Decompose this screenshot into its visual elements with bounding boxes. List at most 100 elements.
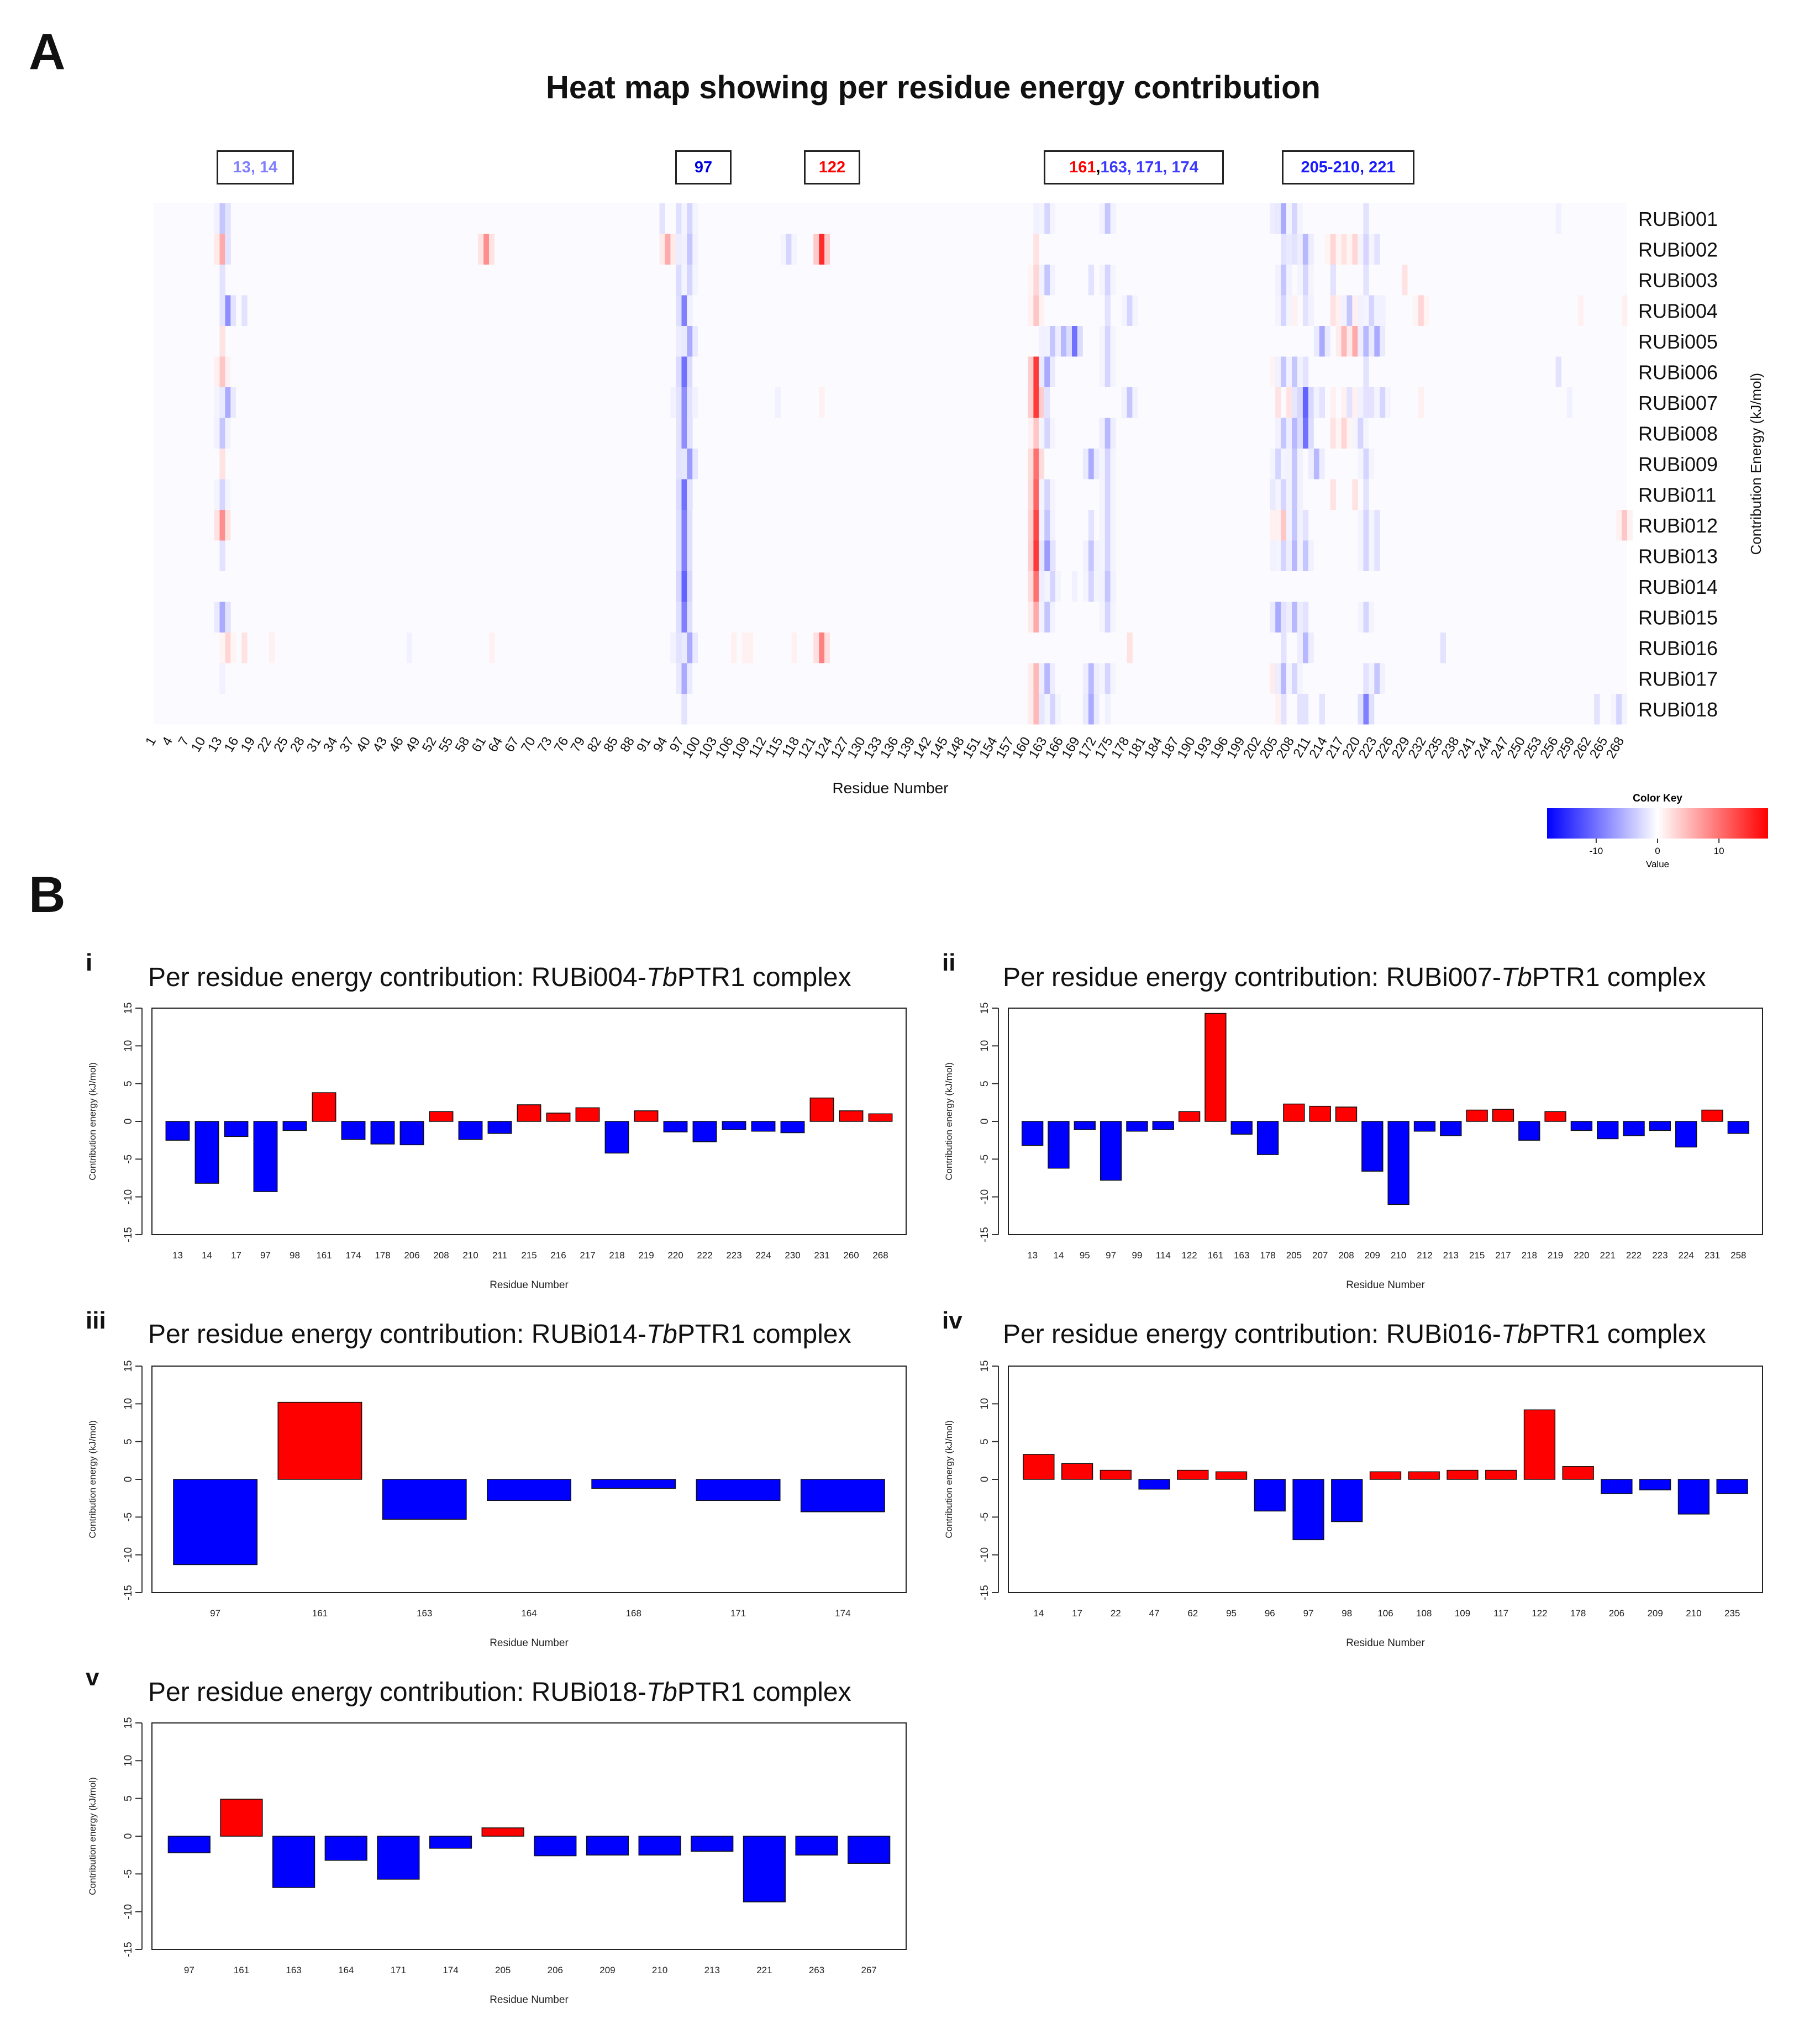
x-tick-label: 14: [202, 1250, 212, 1261]
heatmap-cell: [1071, 571, 1078, 602]
x-tick-label: 210: [462, 1250, 478, 1261]
heatmap-cell: [1281, 265, 1287, 296]
heatmap-cell-halo: [1616, 510, 1622, 541]
heatmap-cell: [819, 234, 825, 265]
heatmap-cell-halo: [1028, 540, 1034, 571]
heatmap-cell: [1297, 694, 1303, 725]
y-tick-label: -5: [979, 1512, 991, 1522]
heatmap-cell: [1363, 203, 1369, 234]
heatmap-cell: [1341, 326, 1347, 357]
heatmap-row-label: RUBi016: [1638, 637, 1718, 660]
heatmap-x-tick-label: 10: [188, 735, 209, 755]
heatmap-cell-halo: [1077, 326, 1083, 357]
heatmap-cell-halo: [813, 234, 819, 265]
heatmap-cell-halo: [1050, 510, 1056, 541]
heatmap-cell-halo: [676, 540, 682, 571]
heatmap-cell-halo: [1297, 510, 1303, 541]
heatmap-cell-halo: [1275, 295, 1281, 326]
bar: [1485, 1469, 1517, 1480]
heatmap-x-axis-label: Residue Number: [832, 779, 948, 797]
heatmap-cell-halo: [214, 203, 220, 234]
heatmap-cell-halo: [1039, 418, 1045, 449]
heatmap-cell-halo: [1358, 540, 1364, 571]
heatmap-cell: [1363, 694, 1369, 725]
heatmap-cell: [1358, 418, 1364, 449]
heatmap-cell-halo: [1369, 234, 1375, 265]
heatmap-cell: [1281, 510, 1287, 541]
heatmap-row-bg: [154, 510, 1627, 541]
heatmap-cell: [1033, 510, 1039, 541]
heatmap-cell-halo: [1099, 326, 1105, 357]
heatmap-cell-halo: [1099, 449, 1105, 479]
heatmap-cell-halo: [1297, 356, 1303, 387]
bar: [429, 1111, 454, 1122]
x-tick-label: 98: [290, 1250, 300, 1261]
heatmap-cell: [1104, 663, 1111, 694]
heatmap-cell: [1044, 510, 1050, 541]
x-tick-label: 213: [704, 1965, 720, 1975]
heatmap-cell-halo: [1352, 418, 1358, 449]
y-tick-label: -15: [979, 1227, 991, 1242]
bar: [377, 1836, 420, 1880]
heatmap-cell-halo: [681, 234, 687, 265]
x-tick-label: 212: [1417, 1250, 1432, 1261]
x-tick-label: 171: [391, 1965, 406, 1975]
x-tick-label: 221: [756, 1965, 772, 1975]
plot-frame: [1008, 1366, 1763, 1593]
heatmap-cell: [241, 295, 248, 326]
heatmap-row-bg: [154, 632, 1627, 663]
heatmap-cell-halo: [1110, 418, 1116, 449]
heatmap-cell: [819, 387, 825, 418]
bar: [743, 1836, 786, 1902]
y-tick-label: -15: [123, 1585, 134, 1600]
heatmap-cell-halo: [1055, 326, 1061, 357]
heatmap-cell-halo: [1028, 602, 1034, 632]
chart-i-title-pre: Per residue energy contribution: RUBi004…: [148, 963, 646, 992]
heatmap-cell-halo: [1270, 540, 1276, 571]
chart-ii-title-post: PTR1 complex: [1532, 963, 1706, 992]
heatmap-row-label: RUBi002: [1638, 238, 1718, 261]
heatmap-cell: [489, 632, 495, 663]
heatmap-cell-halo: [1319, 449, 1325, 479]
x-tick-label: 161: [316, 1250, 332, 1261]
chart-v-title: Per residue energy contribution: RUBi018…: [148, 1677, 851, 1707]
heatmap-cell-halo: [1297, 479, 1303, 510]
y-axis-label: Contribution energy (kJ/mol): [87, 1062, 98, 1180]
x-tick-label: 97: [260, 1250, 271, 1261]
x-tick-label: 171: [730, 1608, 746, 1619]
y-axis-label: Contribution energy (kJ/mol): [944, 1420, 954, 1538]
heatmap-row-label: RUBi004: [1638, 299, 1718, 322]
heatmap-cell-halo: [1044, 326, 1050, 357]
heatmap-cell-halo: [1335, 234, 1342, 265]
heatmap-cell: [1044, 479, 1050, 510]
heatmap-cell-halo: [1039, 295, 1045, 326]
highlight-box-205-221: 205-210, 221: [1282, 150, 1414, 185]
bar: [1639, 1479, 1671, 1490]
bar: [800, 1479, 885, 1512]
plot-frame: [151, 1722, 907, 1950]
heatmap-cell-halo: [1286, 479, 1292, 510]
heatmap-cell: [1622, 510, 1628, 541]
panel-b-letter: B: [29, 867, 66, 923]
bar: [173, 1479, 258, 1566]
x-tick-label: 178: [1260, 1250, 1275, 1261]
bar: [429, 1836, 472, 1849]
x-tick-label: 217: [1495, 1250, 1511, 1261]
heatmap-x-tick-label: 73: [535, 735, 555, 755]
heatmap-cell: [1281, 540, 1287, 571]
heatmap-cell: [687, 479, 693, 510]
heatmap-cell: [1088, 510, 1095, 541]
heatmap-cell-halo: [692, 326, 698, 357]
heatmap-cell: [1330, 418, 1337, 449]
heatmap-cell: [1330, 387, 1337, 418]
x-tick-label: 207: [1312, 1250, 1328, 1261]
y-tick-label: 0: [979, 1119, 991, 1125]
heatmap-cell: [1302, 510, 1309, 541]
heatmap-cell: [1330, 295, 1337, 326]
heatmap-cell-halo: [687, 602, 693, 632]
heatmap-cell: [1380, 295, 1386, 326]
heatmap-cell: [1374, 540, 1380, 571]
x-tick-label: 117: [1493, 1608, 1508, 1619]
y-tick-label: 5: [979, 1438, 991, 1445]
color-key-bar: [1547, 808, 1768, 839]
